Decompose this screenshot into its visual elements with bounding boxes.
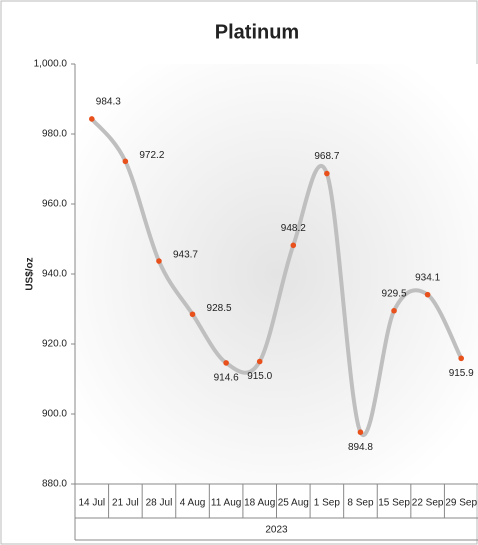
x-tick-label: 4 Aug — [180, 498, 206, 509]
value-label: 948.2 — [281, 223, 306, 234]
point — [424, 291, 431, 298]
x-tick-label: 1 Sep — [314, 498, 341, 509]
x-tick-label: 18 Aug — [244, 498, 275, 509]
x-tick-label: 15 Sep — [378, 498, 410, 509]
value-label: 915.9 — [449, 368, 474, 379]
point — [88, 116, 95, 122]
point — [458, 355, 465, 362]
x-group-label: 2023 — [265, 525, 288, 536]
point — [357, 429, 364, 436]
x-tick-label: 11 Aug — [211, 498, 241, 509]
y-tick-label: 880.0 — [42, 479, 67, 490]
chart-title: Platinum — [215, 21, 299, 43]
point — [223, 360, 229, 366]
value-label: 928.5 — [207, 303, 232, 314]
x-tick-label: 25 Aug — [278, 498, 309, 509]
point — [122, 158, 129, 165]
value-label: 894.8 — [348, 442, 373, 453]
y-tick-label: 1,000.0 — [34, 59, 68, 70]
y-tick-label: 940.0 — [42, 269, 67, 280]
point — [324, 170, 330, 177]
x-tick-label: 28 Jul — [146, 498, 173, 509]
point — [290, 242, 297, 249]
y-tick-label: 920.0 — [42, 339, 67, 350]
value-label: 943.7 — [173, 250, 198, 261]
x-tick-label: 21 Jul — [112, 498, 139, 509]
value-label: 915.0 — [247, 371, 272, 382]
point — [256, 358, 263, 365]
x-tick-label: 29 Sep — [445, 498, 477, 509]
value-label: 984.3 — [96, 97, 121, 108]
y-tick-label: 980.0 — [42, 129, 67, 140]
value-label: 914.6 — [214, 373, 239, 384]
y-tick-label: 900.0 — [42, 409, 67, 420]
value-label: 968.7 — [314, 151, 339, 162]
plot-background — [75, 64, 478, 484]
y-axis-label: US$/oz — [25, 257, 36, 290]
point — [391, 307, 397, 314]
x-tick-label: 14 Jul — [78, 498, 105, 509]
value-label: 929.5 — [382, 288, 407, 299]
value-label: 972.2 — [139, 150, 164, 161]
y-tick-label: 960.0 — [42, 199, 67, 210]
point — [189, 311, 196, 318]
value-label: 934.1 — [415, 272, 440, 283]
x-tick-label: 8 Sep — [347, 498, 374, 509]
point — [156, 258, 162, 264]
x-tick-label: 22 Sep — [412, 498, 444, 509]
